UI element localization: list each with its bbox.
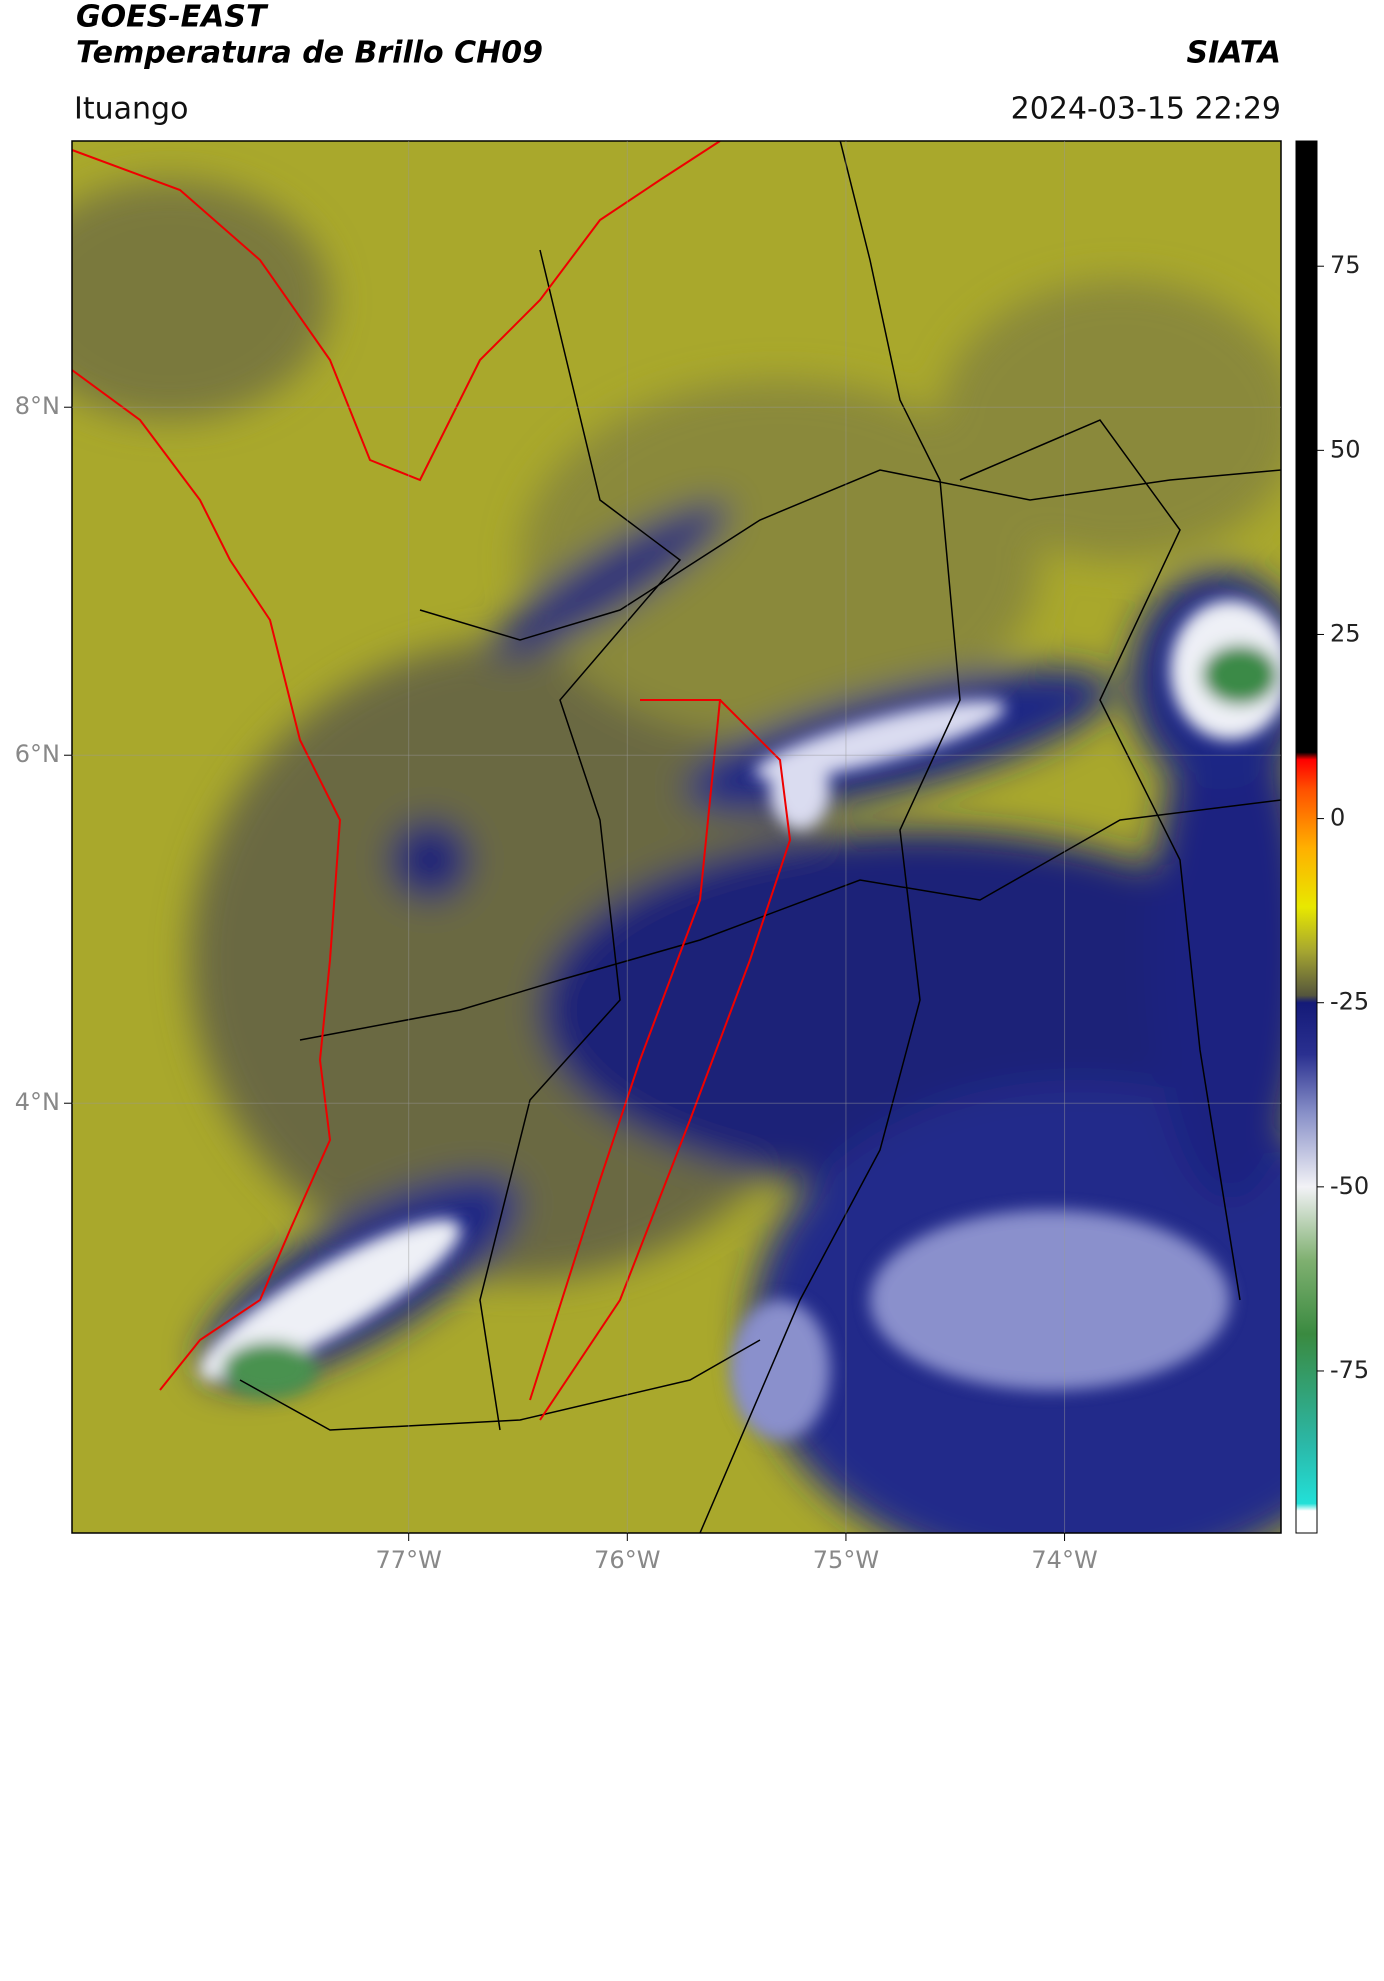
- colorbar: [1295, 140, 1318, 1534]
- plot-frame: [71, 140, 1282, 1534]
- x-tick-label: 75°W: [813, 1546, 879, 1574]
- colorbar-tick-label: -75: [1330, 1356, 1369, 1384]
- y-tick-label: 6°N: [15, 740, 60, 768]
- y-tick-label: 4°N: [15, 1088, 60, 1116]
- region: Ituango: [74, 92, 188, 127]
- colorbar-tick-label: -50: [1330, 1172, 1369, 1200]
- datetime: 2024-03-15 22:29: [1011, 92, 1281, 127]
- colorbar-tick-label: -25: [1330, 988, 1369, 1016]
- colorbar-tick-label: 25: [1330, 619, 1361, 647]
- satellite-image: [72, 141, 1281, 1533]
- x-tick-label: 74°W: [1031, 1546, 1097, 1574]
- title: GOES-EAST: [76, 0, 269, 35]
- x-tick-label: 76°W: [594, 1546, 660, 1574]
- subtitle: Temperatura de Brillo CH09: [76, 36, 543, 71]
- colorbar-tick-label: 75: [1330, 251, 1361, 279]
- y-tick-label: 8°N: [15, 392, 60, 420]
- colorbar-tick-label: 50: [1330, 435, 1361, 463]
- x-tick-label: 77°W: [376, 1546, 442, 1574]
- colorbar-tick-label: 0: [1330, 804, 1345, 832]
- source: SIATA: [1187, 36, 1281, 71]
